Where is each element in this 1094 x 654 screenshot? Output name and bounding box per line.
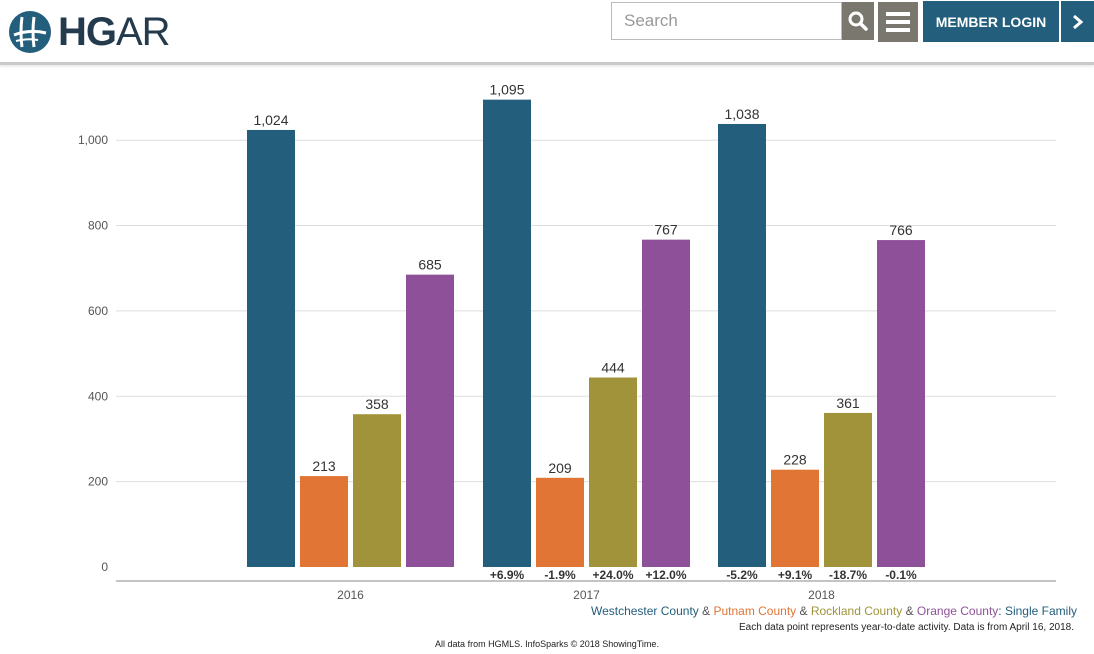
logo-wordmark: HGAR [58,10,171,54]
bar [247,129,295,568]
bar-value-label: 1,038 [724,106,759,122]
percent-change-label: -0.1% [885,568,917,582]
menu-icon-bar [886,12,910,16]
legend-item: Orange County [916,604,999,618]
bar [642,239,690,567]
bar [483,99,531,568]
site-header: HGAR MEMBER LOGIN [0,0,1094,65]
bar-value-label: 213 [312,458,336,474]
logo-text-light: AR [116,10,171,54]
percent-change-label: -1.9% [544,568,576,582]
x-category-label: 2016 [337,588,364,602]
chevron-right-icon [1072,14,1083,29]
legend-item: Westchester County [590,604,699,618]
legend-item: & [902,604,917,618]
menu-icon-bar [886,20,910,24]
percent-change-label: -5.2% [726,568,758,582]
search-button[interactable] [842,2,874,40]
bar [771,469,819,567]
chart-footnote: Each data point represents year-to-date … [739,622,1074,633]
legend-item: & [698,604,714,618]
percent-change-label: +24.0% [592,568,633,582]
percent-change-label: +9.1% [778,568,813,582]
bar-value-label: 361 [836,395,860,411]
menu-button[interactable] [878,2,918,42]
bar [536,477,584,567]
bar-value-label: 228 [783,452,807,468]
hgar-logo[interactable]: HGAR [8,10,171,54]
bar-value-label: 767 [654,222,678,238]
y-tick-label: 1,000 [78,133,108,147]
y-tick-label: 0 [101,560,108,574]
legend-item: : Single Family [998,604,1077,618]
percent-change-label: +6.9% [490,568,525,582]
member-login-button[interactable]: MEMBER LOGIN [923,1,1059,42]
search-icon [848,11,868,31]
y-tick-label: 200 [88,475,108,489]
bar [406,274,454,567]
percent-change-label: +12.0% [645,568,686,582]
x-category-label: 2017 [573,588,600,602]
chart-legend: Westchester County & Putnam County & Roc… [591,604,1077,618]
y-tick-label: 400 [88,389,108,403]
bar [718,123,766,567]
y-tick-label: 600 [88,304,108,318]
bar-value-label: 358 [365,396,389,412]
bar-value-label: 1,095 [489,82,524,98]
bar [589,377,637,567]
bar-value-label: 766 [889,222,913,238]
bar-chart: 0 200 400 600 800 1,000 1,024 213 358 685 2016 1,09… [78,82,1056,602]
bar-value-label: 1,024 [253,112,288,128]
legend-item: & [796,604,811,618]
logo-text-bold: HG [58,10,117,54]
bar-value-label: 685 [418,257,442,273]
login-arrow-button[interactable] [1061,1,1094,42]
menu-icon-bar [886,28,910,32]
x-category-label: 2018 [808,588,835,602]
bar-value-label: 444 [601,360,625,376]
bar [300,476,348,567]
data-source-credit: All data from HGMLS. InfoSparks © 2018 S… [435,639,659,649]
bar-value-label: 209 [548,460,572,476]
search-input[interactable] [611,2,842,40]
percent-change-label: -18.7% [829,568,867,582]
logo-icon [9,11,51,53]
bar [353,414,401,567]
bar [824,412,872,567]
y-tick-label: 800 [88,219,108,233]
bar [877,240,925,567]
legend-item: Putnam County [713,604,797,618]
legend-item: Rockland County [810,604,903,618]
